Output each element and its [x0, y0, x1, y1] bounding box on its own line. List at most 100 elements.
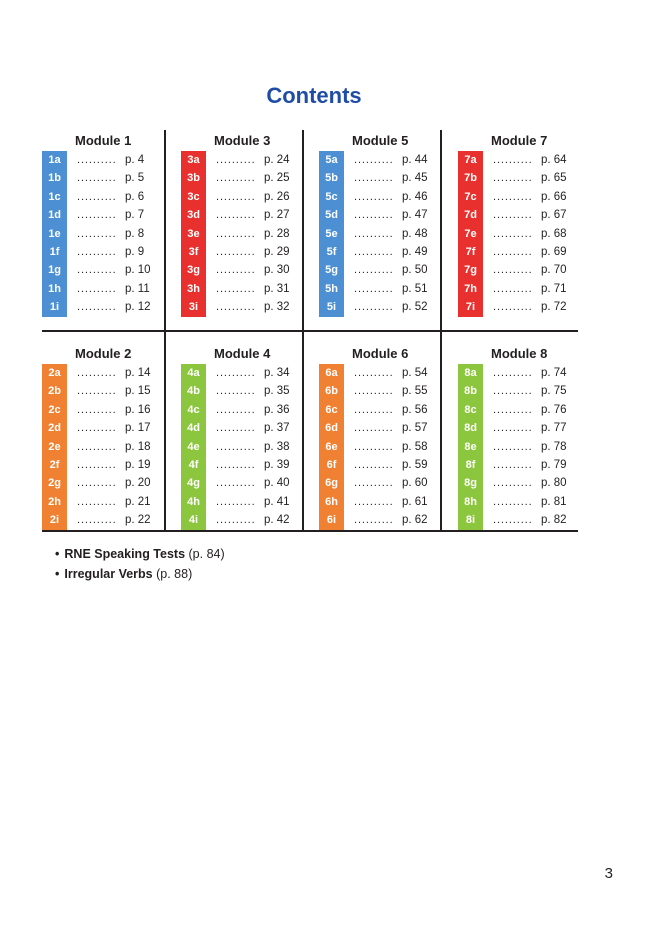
toc-entry: 6d .................. p. 57	[319, 419, 451, 438]
toc-entry: 2g .................. p. 20	[42, 474, 174, 493]
module-block-module-3: Module 3 3a .................. p. 24 3b …	[181, 134, 313, 317]
toc-entry: 3i .................. p. 32	[181, 298, 313, 317]
page-reference: p. 25	[264, 172, 290, 185]
unit-badge: 8e	[458, 437, 483, 456]
dot-leader: ..................	[354, 514, 394, 527]
toc-entry: 5i .................. p. 52	[319, 298, 451, 317]
unit-badge: 1h	[42, 279, 67, 299]
dot-leader: ..................	[493, 190, 533, 203]
unit-badge: 7e	[458, 224, 483, 243]
unit-badge: 5d	[319, 206, 344, 225]
unit-badge: 1i	[42, 298, 67, 317]
page-reference: p. 81	[541, 495, 567, 508]
page-reference: p. 15	[125, 385, 151, 398]
dot-leader: ..................	[216, 422, 256, 435]
toc-entry: 5a .................. p. 44	[319, 151, 451, 170]
row-divider-1	[42, 330, 578, 332]
toc-entry: 6b .................. p. 55	[319, 382, 451, 401]
dot-leader: ..................	[493, 495, 533, 508]
page-reference: p. 21	[125, 495, 151, 508]
page-reference: p. 66	[541, 190, 567, 203]
toc-entry: 2a .................. p. 14	[42, 364, 174, 383]
page-reference: p. 80	[541, 477, 567, 490]
dot-leader: ..................	[77, 367, 117, 379]
unit-badge: 5c	[319, 187, 344, 207]
page-reference: p. 44	[402, 154, 428, 166]
toc-entry: 7h .................. p. 71	[458, 279, 590, 299]
toc-entry: 7d .................. p. 67	[458, 206, 590, 225]
unit-badge: 4e	[181, 437, 206, 456]
dot-leader: ..................	[354, 209, 394, 222]
unit-badge: 7d	[458, 206, 483, 225]
toc-entry: 7a .................. p. 64	[458, 151, 590, 170]
unit-badge: 3i	[181, 298, 206, 317]
unit-badge: 4g	[181, 474, 206, 493]
dot-leader: ..................	[493, 403, 533, 416]
page-reference: p. 65	[541, 172, 567, 185]
dot-leader: ..................	[493, 367, 533, 379]
page-title: Contents	[266, 83, 362, 108]
dot-leader: ..................	[493, 209, 533, 222]
page-reference: p. 70	[541, 264, 567, 277]
page-reference: p. 49	[402, 245, 428, 258]
dot-leader: ..................	[354, 264, 394, 277]
unit-badge: 6a	[319, 364, 344, 383]
page-reference: p. 22	[125, 514, 151, 527]
toc-entry: 5f .................. p. 49	[319, 242, 451, 262]
page-reference: p. 27	[264, 209, 290, 222]
page-reference: p. 54	[402, 367, 428, 379]
dot-leader: ..................	[216, 172, 256, 185]
dot-leader: ..................	[354, 172, 394, 185]
module-title: Module 6	[352, 346, 409, 361]
module-block-module-8: Module 8 8a .................. p. 74 8b …	[458, 347, 590, 530]
page-reference: p. 75	[541, 385, 567, 398]
toc-entry: 6h .................. p. 61	[319, 492, 451, 512]
dot-leader: ..................	[77, 495, 117, 508]
page-reference: p. 39	[264, 458, 290, 471]
toc-entry: 5e .................. p. 48	[319, 224, 451, 243]
page-reference: p. 77	[541, 422, 567, 435]
toc-entry: 8i .................. p. 82	[458, 511, 590, 530]
module-title: Module 3	[214, 133, 271, 148]
unit-badge: 3f	[181, 242, 206, 262]
dot-leader: ..................	[354, 422, 394, 435]
bullet-icon: •	[55, 547, 60, 561]
dot-leader: ..................	[493, 245, 533, 258]
unit-badge: 7f	[458, 242, 483, 262]
module-items: 3a .................. p. 24 3b .........…	[181, 151, 313, 317]
dot-leader: ..................	[216, 264, 256, 277]
dot-leader: ..................	[77, 440, 117, 453]
dot-leader: ..................	[216, 301, 256, 314]
unit-badge: 4b	[181, 382, 206, 401]
dot-leader: ..................	[216, 209, 256, 222]
toc-entry: 3g .................. p. 30	[181, 261, 313, 280]
unit-badge: 7i	[458, 298, 483, 317]
dot-leader: ..................	[493, 172, 533, 185]
toc-entry: 3d .................. p. 27	[181, 206, 313, 225]
dot-leader: ..................	[493, 477, 533, 490]
unit-badge: 3a	[181, 151, 206, 170]
dot-leader: ..................	[354, 190, 394, 203]
unit-badge: 6h	[319, 492, 344, 512]
page-reference: p. 47	[402, 209, 428, 222]
page-reference: p. 24	[264, 154, 290, 166]
unit-badge: 6d	[319, 419, 344, 438]
dot-leader: ..................	[216, 477, 256, 490]
unit-badge: 3e	[181, 224, 206, 243]
page-reference: p. 19	[125, 458, 151, 471]
page-reference: p. 71	[541, 282, 567, 295]
page-reference: p. 36	[264, 403, 290, 416]
page-reference: p. 78	[541, 440, 567, 453]
page-reference: p. 51	[402, 282, 428, 295]
unit-badge: 6b	[319, 382, 344, 401]
unit-badge: 8i	[458, 511, 483, 530]
module-title: Module 2	[75, 346, 132, 361]
page-reference: p. 46	[402, 190, 428, 203]
toc-entry: 1f .................. p. 9	[42, 242, 174, 262]
page-reference: p. 9	[125, 245, 145, 258]
unit-badge: 8a	[458, 364, 483, 383]
module-items: 1a .................. p. 4 1b ..........…	[42, 151, 174, 317]
extra-entry: • Irregular Verbs (p. 88)	[55, 564, 225, 584]
toc-entry: 2c .................. p. 16	[42, 400, 174, 420]
unit-badge: 1e	[42, 224, 67, 243]
